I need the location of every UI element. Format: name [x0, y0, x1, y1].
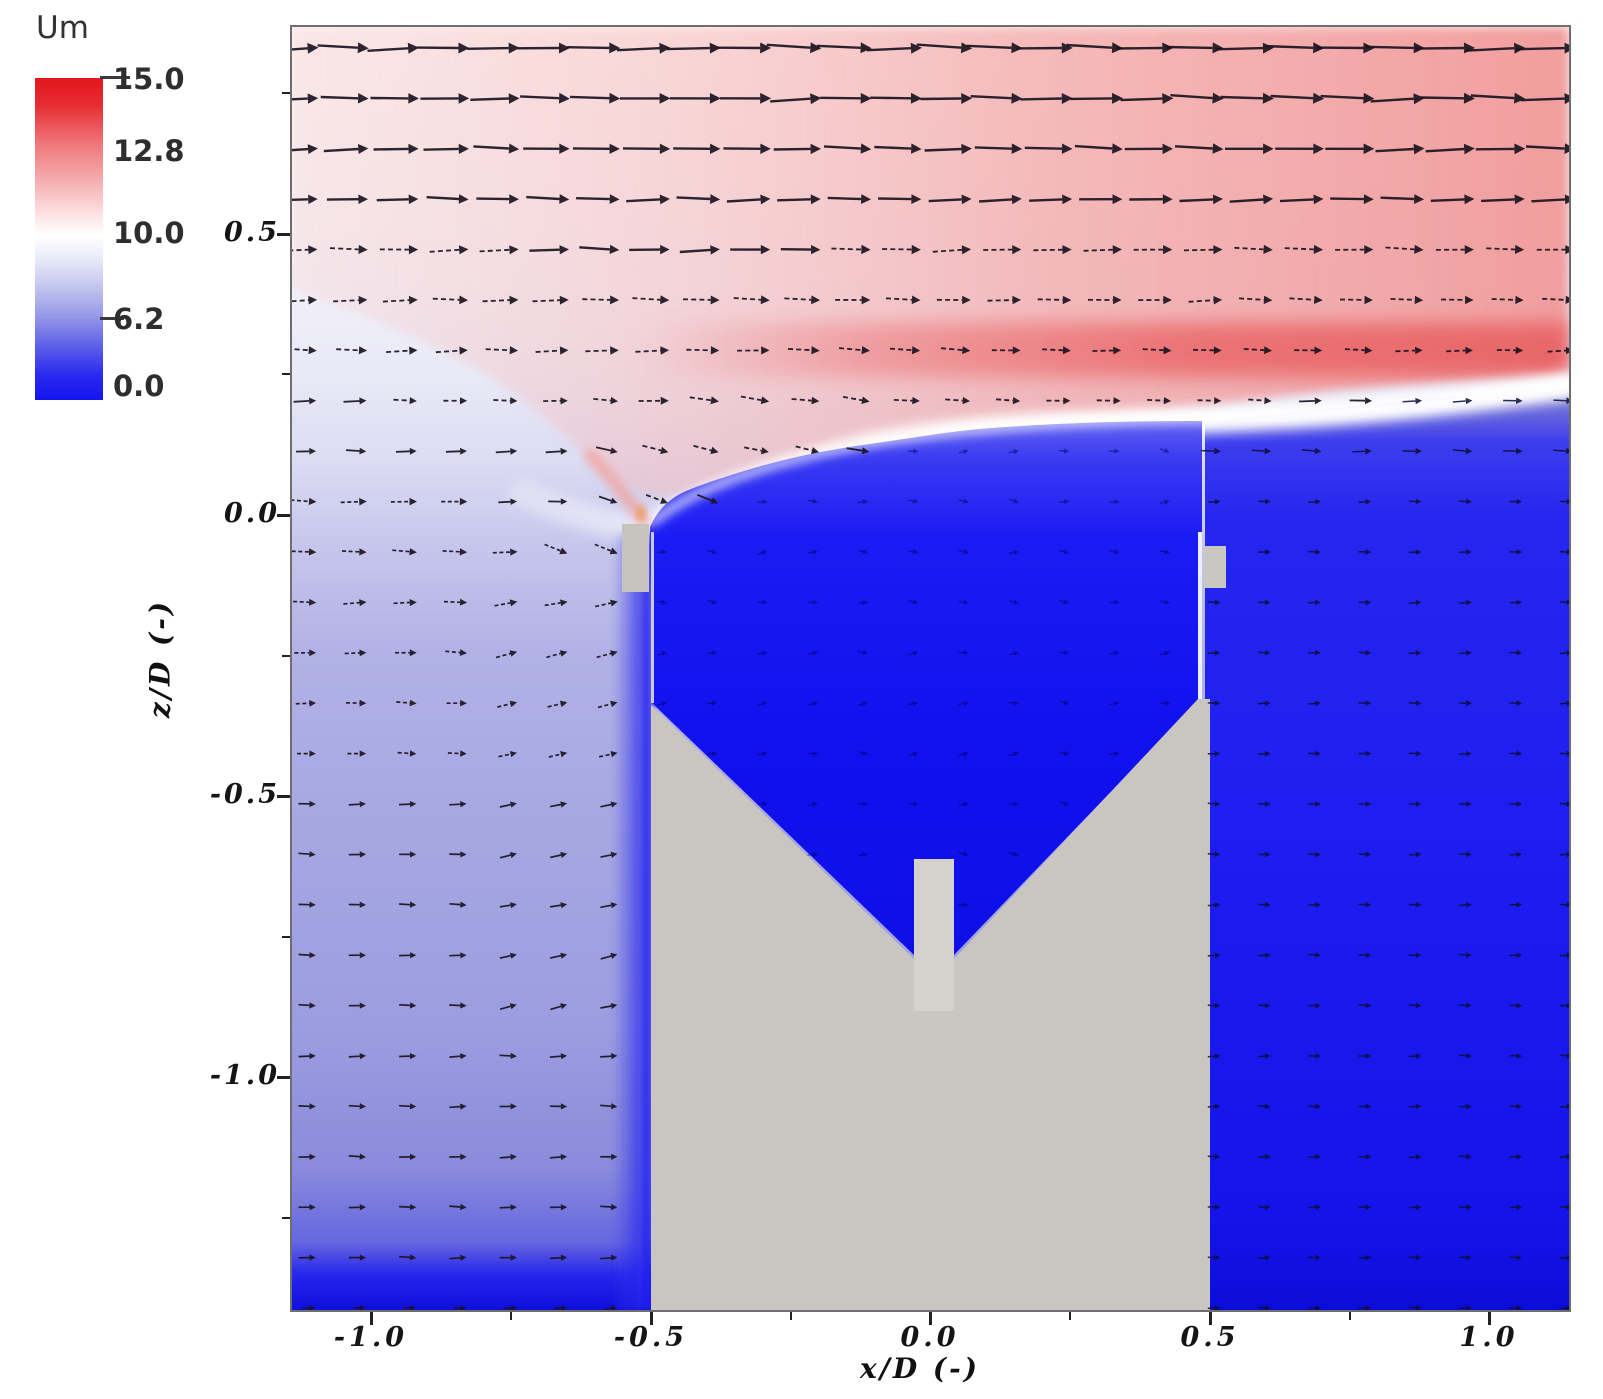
tick-mark — [928, 1312, 932, 1325]
y-tick-label: -0.5 — [209, 779, 280, 810]
tick-mark — [277, 232, 290, 236]
tick-mark — [277, 794, 290, 798]
flow-field-canvas — [292, 27, 1569, 1310]
y-axis-title: z/D (-) — [143, 598, 177, 719]
x-tick-label: -1.0 — [333, 1322, 409, 1353]
flow-field-plot — [290, 25, 1571, 1312]
tick-mark — [282, 655, 290, 657]
colorbar-tick-15 — [100, 76, 130, 79]
x-tick-label: -0.5 — [613, 1322, 689, 1353]
downstream-wake-region — [1205, 385, 1569, 1310]
colorbar-title: Um — [36, 10, 89, 46]
colorbar-label: 10.0 — [113, 216, 185, 250]
tick-mark — [282, 1217, 290, 1219]
lip-hotspot — [636, 505, 646, 521]
x-tick-label: 0.0 — [900, 1322, 960, 1353]
x-tick-label: 0.5 — [1180, 1322, 1240, 1353]
tick-mark — [1487, 1312, 1491, 1325]
silo-headspace-region — [650, 421, 1202, 955]
y-tick-label: 0.5 — [224, 217, 280, 248]
x-axis-title: x/D (-) — [859, 1352, 981, 1385]
tick-mark — [649, 1312, 653, 1325]
colorbar-gradient — [35, 78, 103, 400]
tick-mark — [790, 1312, 792, 1320]
dome-edge-halo — [647, 380, 1569, 528]
y-tick-label: -1.0 — [209, 1060, 280, 1091]
colorbar-label: 15.0 — [113, 62, 185, 96]
colorbar-tick-6 — [100, 317, 124, 320]
colorbar-label: 6.2 — [113, 302, 165, 336]
tick-mark — [282, 92, 290, 94]
tick-mark — [277, 513, 290, 517]
colorbar-label: 12.8 — [113, 134, 185, 168]
tick-mark — [282, 373, 290, 375]
tick-mark — [277, 1075, 290, 1079]
upstream-wall-lip-block — [622, 524, 649, 592]
tick-mark — [1349, 1312, 1351, 1320]
y-tick-label: 0.0 — [224, 498, 280, 529]
red-acceleration-band — [632, 323, 1569, 377]
upstream-wall-boundary-layer — [612, 532, 652, 1310]
tick-mark — [282, 936, 290, 938]
colorbar-label: 0.0 — [113, 369, 165, 403]
tick-mark — [1069, 1312, 1071, 1320]
x-tick-label: 1.0 — [1459, 1322, 1519, 1353]
downstream-wall-lip-block — [1204, 546, 1226, 588]
hopper-center-plug — [914, 859, 954, 1011]
tick-mark — [1208, 1312, 1212, 1325]
quiver-arrows — [292, 42, 1569, 1310]
tick-mark — [510, 1312, 512, 1320]
tick-mark — [369, 1312, 373, 1325]
